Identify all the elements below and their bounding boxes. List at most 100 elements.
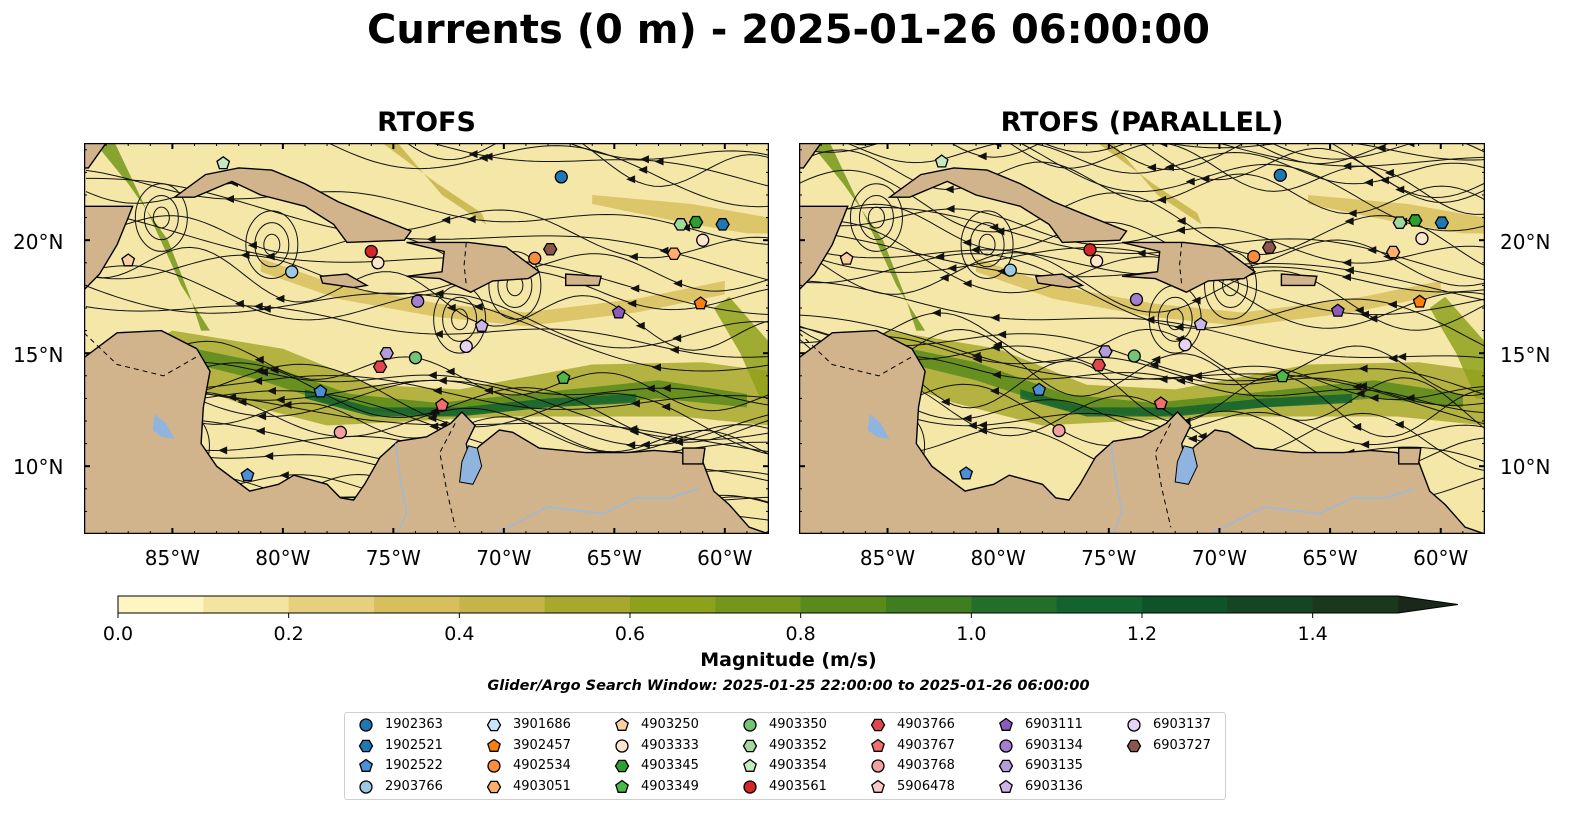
flow-arrow: [628, 425, 638, 434]
eddy-streamline: [451, 308, 469, 331]
float-4903051: [1385, 245, 1401, 259]
land-cuba: [172, 167, 413, 244]
current-magnitude-band: [260, 258, 725, 327]
axis-ticks: [84, 143, 769, 534]
float-4903766: [1091, 358, 1107, 372]
float-4903250: [839, 251, 854, 265]
flow-arrow: [944, 185, 954, 194]
flow-arrow: [970, 245, 980, 254]
flow-arrow: [1387, 300, 1397, 309]
lon-label-left-5: 60°W: [697, 546, 753, 570]
land-trinidad: [682, 447, 706, 465]
lon-label-right-4: 65°W: [1302, 546, 1358, 570]
land-jamaica: [319, 273, 369, 289]
legend-item-6903727: 6903727: [1125, 738, 1245, 754]
flow-arrow: [1164, 163, 1174, 172]
legend-marker-circle: [743, 779, 757, 794]
eddy-streamline: [442, 296, 478, 342]
border-hispaniola: [463, 242, 467, 286]
legend: 1902363 1902521 1902522 2903766 3901686 39024…: [344, 712, 1226, 800]
colorbar-segment: [1142, 596, 1228, 613]
current-magnitude-band: [1429, 296, 1485, 399]
lon-label-left-1: 80°W: [255, 546, 311, 570]
legend-marker-pentagon: [871, 779, 885, 793]
legend-item-4903345: 4903345: [613, 758, 733, 774]
legend-label: 6903134: [1025, 737, 1083, 753]
flow-arrow: [978, 421, 988, 430]
float-4903350: [408, 351, 423, 365]
colorbar-segment: [630, 596, 716, 613]
legend-label: 6903111: [1025, 717, 1083, 732]
flow-arrow: [257, 412, 267, 421]
flow-arrow: [1342, 162, 1352, 171]
map-frame: [799, 143, 1485, 534]
flow-arrow: [1151, 355, 1161, 364]
flow-arrow: [1367, 246, 1377, 255]
float-1902521: [715, 218, 730, 231]
float-2903766: [1003, 263, 1017, 277]
land-flbit: [84, 143, 107, 169]
legend-item-4903352: 4903352: [741, 738, 861, 754]
flow-arrow: [990, 343, 1000, 352]
float-1902522: [313, 384, 328, 398]
lat-label-20n-right: 20°N: [1500, 230, 1551, 254]
colorbar-tick-label: 1.0: [956, 623, 987, 645]
flow-arrow: [651, 363, 661, 372]
flow-arrow: [1369, 394, 1379, 403]
flow-arrow: [473, 302, 483, 311]
flow-arrow: [427, 414, 437, 423]
colorbar-segment: [203, 596, 290, 613]
eddy-streamline: [245, 210, 299, 280]
river-orinoco: [494, 488, 699, 534]
legend-label: 4903051: [513, 778, 571, 794]
colorbar-extend-arrow: [1398, 596, 1458, 613]
flow-arrow: [971, 351, 981, 360]
landmasses: [84, 143, 769, 534]
river-magdalena: [394, 443, 408, 534]
legend-item-5906478: 5906478: [869, 779, 989, 795]
flow-arrow: [659, 246, 669, 255]
legend-label: 4903345: [641, 758, 699, 773]
float-4903768: [333, 425, 347, 439]
lat-label-15n-right: 15°N: [1500, 343, 1551, 367]
legend-label: 4903354: [769, 758, 827, 773]
flow-arrow: [1354, 306, 1364, 315]
flow-arrow: [661, 402, 671, 411]
float-6903137: [1178, 338, 1192, 352]
float-4903333: [1090, 254, 1104, 268]
lake-maracaibo: [1174, 445, 1198, 485]
eddy-streamline: [254, 222, 290, 268]
float-4903352: [673, 218, 688, 231]
map-frame: [84, 143, 769, 534]
float-6903136: [1193, 317, 1208, 331]
legend-label: 3902457: [513, 737, 571, 753]
legend-marker-circle: [871, 759, 885, 773]
flow-arrow: [253, 376, 263, 385]
float-6903134: [1129, 292, 1144, 307]
lon-label-left-3: 70°W: [476, 546, 532, 570]
flow-arrow: [978, 426, 988, 435]
float-1902363: [554, 170, 568, 184]
float-4903354: [216, 155, 231, 170]
legend-label: 4903333: [641, 737, 699, 753]
float-markers: [839, 154, 1450, 480]
legend-marker-pentagon: [871, 738, 885, 752]
flow-arrow: [626, 175, 636, 184]
float-3902457: [1412, 294, 1427, 308]
float-4903352: [1392, 216, 1408, 229]
land-trinidad: [1398, 447, 1422, 465]
legend-label: 4903250: [641, 717, 699, 732]
lake-nicaragua: [152, 414, 175, 440]
flow-arrow: [255, 426, 265, 435]
float-6903134: [411, 294, 425, 308]
flow-arrow: [1388, 354, 1398, 363]
land-puertorico: [565, 273, 602, 287]
legend-item-4902534: 4902534: [485, 758, 605, 774]
legend-marker-hexagon: [486, 718, 502, 732]
float-markers: [121, 155, 730, 482]
flow-arrow: [446, 303, 456, 312]
flow-arrow: [639, 155, 649, 164]
flow-arrow: [638, 165, 648, 174]
flow-arrow: [275, 395, 285, 404]
legend-item-4903349: 4903349: [613, 779, 733, 795]
